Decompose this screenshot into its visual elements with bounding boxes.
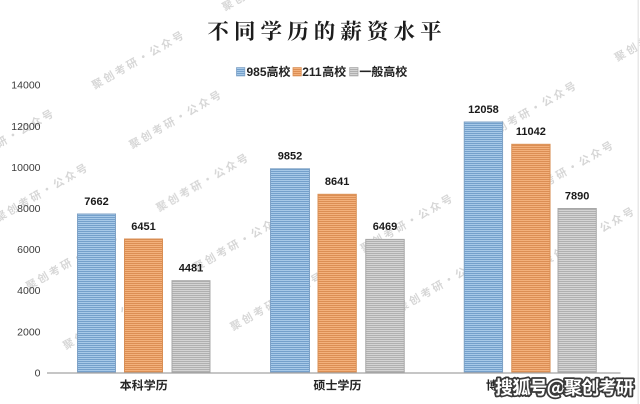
- svg-text:8641: 8641: [325, 176, 349, 188]
- svg-text:10000: 10000: [11, 162, 40, 174]
- svg-text:4481: 4481: [179, 263, 203, 275]
- svg-text:4000: 4000: [17, 285, 41, 297]
- svg-text:11042: 11042: [516, 126, 546, 138]
- svg-text:2000: 2000: [17, 326, 41, 338]
- svg-text:8000: 8000: [17, 203, 41, 215]
- svg-text:12000: 12000: [11, 121, 40, 133]
- svg-text:0: 0: [35, 367, 41, 379]
- svg-text:985: 985: [247, 65, 267, 79]
- svg-text:211: 211: [302, 65, 322, 79]
- svg-text:7662: 7662: [84, 196, 108, 208]
- svg-text:7890: 7890: [565, 190, 589, 202]
- svg-text:14000: 14000: [11, 80, 40, 92]
- svg-text:12058: 12058: [468, 104, 499, 116]
- svg-text:6000: 6000: [17, 244, 41, 256]
- svg-text:9852: 9852: [278, 151, 302, 163]
- svg-text:6451: 6451: [131, 221, 155, 233]
- svg-text:6469: 6469: [373, 221, 397, 233]
